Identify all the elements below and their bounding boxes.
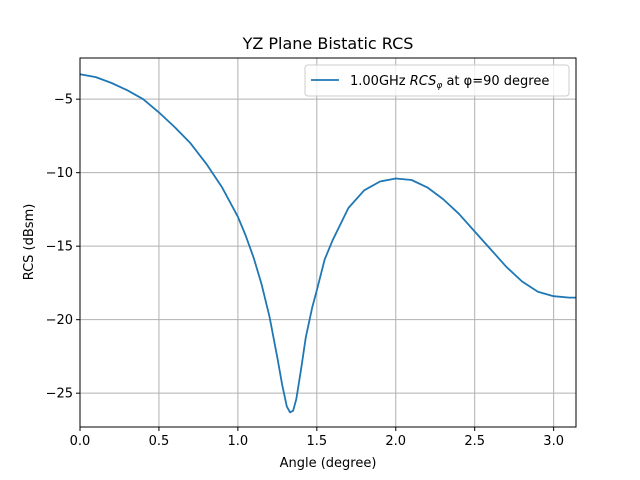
legend-prefix: 1.00GHz	[350, 74, 410, 89]
x-tick-label: 3.0	[543, 434, 564, 449]
grid	[79, 58, 576, 427]
y-tick-label: −25	[46, 387, 73, 402]
x-tick-label: 1.0	[228, 434, 249, 449]
y-axis-label: RCS (dBsm)	[22, 204, 37, 281]
chart-title: YZ Plane Bistatic RCS	[242, 34, 414, 53]
legend-suffix: at φ=90 degree	[442, 74, 549, 89]
y-tick-label: −20	[46, 313, 73, 328]
legend-symbol: RCS	[410, 74, 437, 89]
x-tick-label: 2.0	[385, 434, 406, 449]
legend-box	[304, 64, 570, 97]
x-axis-label: Angle (degree)	[280, 456, 377, 471]
x-tick-label: 2.5	[464, 434, 485, 449]
x-tick-label: 0.0	[70, 434, 91, 449]
y-tick-label: −15	[46, 240, 73, 255]
x-tick-label: 0.5	[149, 434, 170, 449]
plot-area	[79, 73, 576, 414]
x-tick-label: 1.5	[306, 434, 327, 449]
legend-entry-label: 1.00GHz RCSφ at φ=90 degree	[350, 74, 549, 91]
y-axis-ticks: −5 −10 −15 −20 −25	[46, 93, 80, 402]
series-line	[79, 73, 576, 414]
y-tick-label: −10	[46, 166, 73, 181]
x-axis-ticks: 0.0 0.5 1.0 1.5 2.0 2.5 3.0	[70, 427, 564, 449]
legend-symbol-subscript: φ	[436, 81, 442, 91]
y-tick-label: −5	[54, 93, 73, 108]
axes-frame	[79, 57, 577, 428]
legend: 1.00GHz RCSφ at φ=90 degree	[304, 64, 570, 97]
